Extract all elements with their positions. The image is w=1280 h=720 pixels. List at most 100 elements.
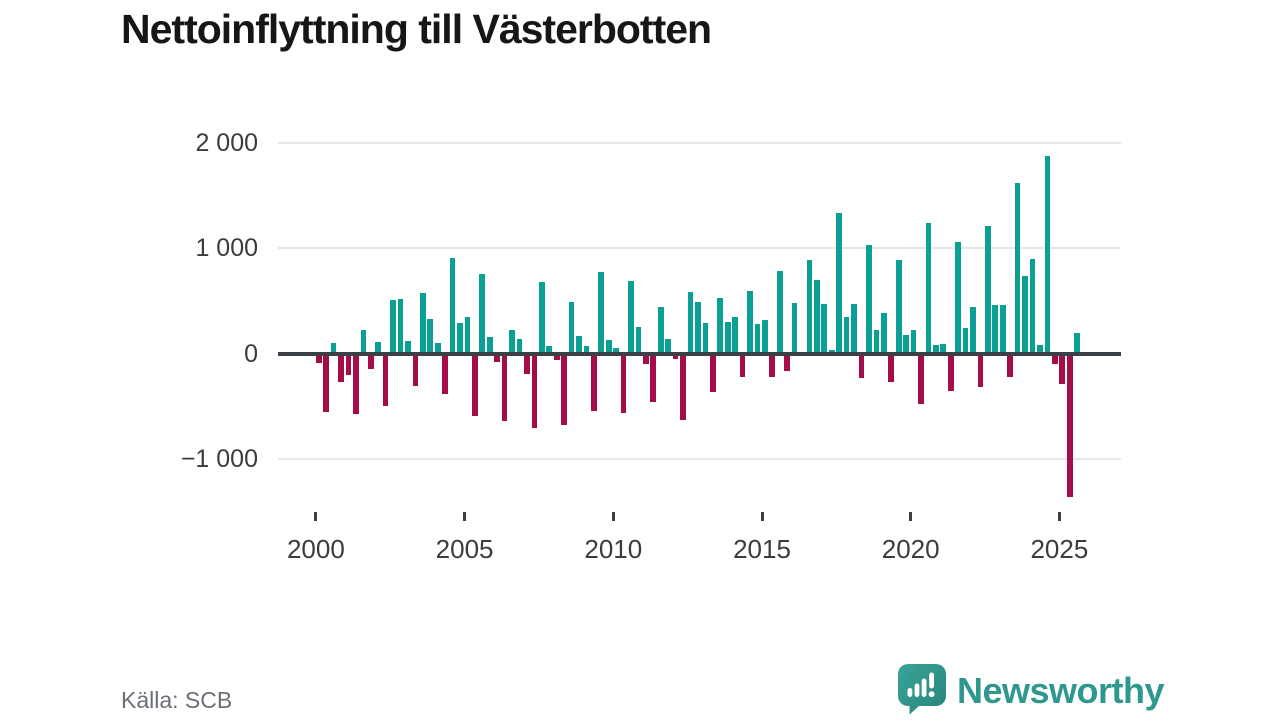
bar-2015Q4 xyxy=(784,353,790,372)
bar-2011Q2 xyxy=(650,353,657,403)
bar-2020Q3 xyxy=(925,222,932,354)
bar-2024Q3 xyxy=(1044,155,1051,354)
bar-2003Q2 xyxy=(412,353,419,386)
bar-2006Q3 xyxy=(509,330,515,354)
bar-2013Q4 xyxy=(724,321,731,354)
bar-2016Q4 xyxy=(814,280,820,354)
bar-2009Q4 xyxy=(605,340,612,354)
bar-2009Q2 xyxy=(590,353,597,412)
chart-title: Nettoinflyttning till Västerbotten xyxy=(121,6,712,52)
bar-2025Q1 xyxy=(1059,353,1066,384)
bar-2013Q1 xyxy=(702,323,709,354)
bar-2009Q1 xyxy=(583,346,590,354)
x-axis-tick-label: 2020 xyxy=(881,534,940,564)
bar-2004Q1 xyxy=(434,342,441,354)
bar-2022Q3 xyxy=(985,226,991,354)
bar-2011Q3 xyxy=(657,307,664,354)
bar-2001Q1 xyxy=(345,353,352,376)
bar-2016Q1 xyxy=(791,303,798,354)
bar-2006Q2 xyxy=(501,353,508,422)
bar-2000Q2 xyxy=(323,353,330,412)
bar-2010Q3 xyxy=(628,280,634,354)
bar-2012Q2 xyxy=(680,353,686,421)
bar-2021Q1 xyxy=(940,343,947,354)
x-axis-tick xyxy=(314,512,318,521)
bar-2001Q2 xyxy=(353,353,359,414)
bar-2008Q2 xyxy=(561,353,567,425)
bar-2017Q1 xyxy=(821,304,828,354)
bar-2009Q3 xyxy=(598,272,605,354)
bar-2010Q4 xyxy=(635,327,642,354)
bar-2021Q2 xyxy=(947,353,954,392)
bar-2015Q1 xyxy=(762,319,768,354)
bar-2012Q4 xyxy=(695,302,701,354)
bar-2002Q4 xyxy=(397,298,404,354)
bar-2012Q3 xyxy=(687,292,694,354)
bar-2000Q4 xyxy=(338,353,344,383)
bar-2008Q3 xyxy=(568,302,575,354)
newsworthy-wordmark: Newsworthy xyxy=(957,670,1165,711)
x-axis-tick-label: 2010 xyxy=(584,534,643,564)
bar-2015Q3 xyxy=(776,271,783,354)
bar-2014Q1 xyxy=(732,316,738,354)
bar-2020Q2 xyxy=(918,353,924,405)
bar-2004Q4 xyxy=(457,322,463,354)
bar-2019Q2 xyxy=(888,353,895,383)
newsworthy-icon xyxy=(897,663,947,720)
bar-2005Q4 xyxy=(486,337,493,354)
bar-2003Q3 xyxy=(419,293,426,354)
y-axis-tick-label: −1 000 xyxy=(180,444,258,473)
y-axis-tick-label: 0 xyxy=(244,339,258,368)
bar-2017Q4 xyxy=(843,317,850,354)
bar-2018Q2 xyxy=(858,353,865,379)
bar-2013Q3 xyxy=(717,298,724,354)
bar-2025Q2 xyxy=(1066,353,1073,497)
bar-2002Q3 xyxy=(390,299,396,354)
gridline xyxy=(278,141,1121,144)
bar-2006Q4 xyxy=(516,338,523,354)
bar-2024Q2 xyxy=(1037,345,1043,354)
bar-2014Q2 xyxy=(739,353,746,377)
y-axis-tick-label: 1 000 xyxy=(195,234,258,263)
bar-2023Q4 xyxy=(1022,275,1028,354)
x-axis-tick xyxy=(1057,512,1061,521)
bar-2022Q1 xyxy=(970,307,976,354)
bar-2010Q2 xyxy=(620,353,627,413)
x-axis-tick-label: 2025 xyxy=(1030,534,1089,564)
bar-2007Q3 xyxy=(538,282,545,354)
bar-2015Q2 xyxy=(769,353,776,377)
bar-2020Q4 xyxy=(933,345,939,354)
bar-2003Q4 xyxy=(427,318,434,354)
bar-2024Q1 xyxy=(1029,258,1036,354)
bar-2017Q3 xyxy=(836,213,843,354)
bar-2019Q1 xyxy=(880,313,887,354)
y-axis-tick-label: 2 000 xyxy=(195,128,258,157)
bar-2019Q4 xyxy=(903,334,909,354)
bar-2001Q4 xyxy=(367,353,374,370)
bar-2008Q4 xyxy=(576,336,582,354)
bar-2000Q3 xyxy=(330,342,337,354)
bar-2018Q1 xyxy=(851,304,857,354)
bar-2019Q3 xyxy=(895,260,902,354)
bar-2022Q2 xyxy=(977,353,984,387)
bar-2021Q4 xyxy=(962,327,969,354)
bar-2011Q1 xyxy=(643,353,649,364)
bar-2001Q3 xyxy=(360,329,367,354)
bar-2002Q1 xyxy=(375,341,382,354)
bar-2005Q2 xyxy=(472,353,478,417)
bar-2000Q1 xyxy=(315,353,322,363)
bar-2005Q1 xyxy=(464,316,471,354)
newsworthy-logo: Newsworthy xyxy=(897,663,1165,720)
x-axis-tick xyxy=(909,512,913,521)
bar-2011Q4 xyxy=(665,338,672,354)
x-axis-tick-label: 2015 xyxy=(733,534,791,564)
bar-2004Q3 xyxy=(449,257,456,354)
bar-2002Q2 xyxy=(382,353,389,406)
bar-2014Q3 xyxy=(747,290,753,354)
bar-2007Q1 xyxy=(524,353,530,374)
bar-2013Q2 xyxy=(709,353,716,393)
zero-baseline xyxy=(278,351,1121,356)
bar-2014Q4 xyxy=(754,324,761,354)
bar-2006Q1 xyxy=(494,353,501,362)
